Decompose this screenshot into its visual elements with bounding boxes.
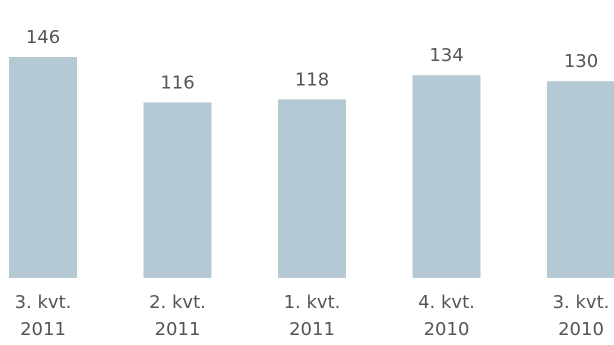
- category-label-4-line1: 3. kvt.: [553, 292, 610, 313]
- bar-3: [412, 75, 481, 278]
- category-label-3-line2: 2010: [424, 319, 470, 340]
- category-label-1-line1: 2. kvt.: [149, 292, 206, 313]
- category-label-2-line1: 1. kvt.: [284, 292, 341, 313]
- value-label-2: 118: [295, 69, 329, 90]
- category-label-0-line2: 2011: [20, 319, 66, 340]
- value-label-1: 116: [160, 72, 194, 93]
- category-label-1-line2: 2011: [155, 319, 201, 340]
- bar-1: [143, 102, 212, 279]
- category-label-0-line1: 3. kvt.: [15, 292, 72, 313]
- category-label-4-line2: 2010: [558, 319, 604, 340]
- category-label-3-line1: 4. kvt.: [418, 292, 475, 313]
- category-label-2-line2: 2011: [289, 319, 335, 340]
- bar-0: [9, 57, 77, 278]
- value-label-3: 134: [429, 45, 463, 66]
- value-label-0: 146: [26, 27, 60, 48]
- bar-4: [547, 81, 614, 278]
- value-label-4: 130: [564, 51, 598, 72]
- bar-2: [278, 99, 346, 278]
